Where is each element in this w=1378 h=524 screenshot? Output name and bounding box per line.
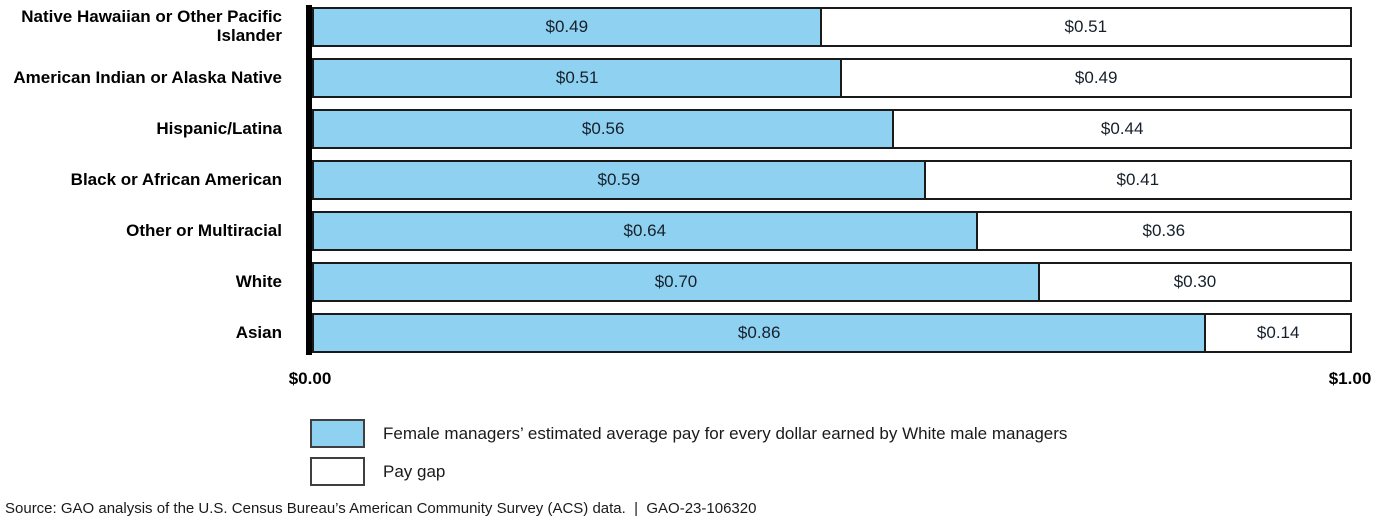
gap-bar-segment: $0.44	[894, 109, 1352, 149]
x-axis-max-label: $1.00	[1328, 369, 1372, 388]
category-label: Other or Multiracial	[126, 220, 282, 240]
x-axis-min-label: $0.00	[288, 369, 332, 388]
category-label: Black or African American	[70, 169, 282, 189]
pay-bar-segment: $0.86	[312, 313, 1207, 353]
legend-item-pay: Female managers’ estimated average pay f…	[310, 419, 1378, 448]
x-axis: $0.00 $1.00	[0, 369, 1378, 395]
gap-bar-segment: $0.49	[842, 58, 1352, 98]
chart-row: Native Hawaiian or Other Pacific Islande…	[0, 7, 1378, 47]
legend-label-pay: Female managers’ estimated average pay f…	[383, 423, 1068, 443]
source-note: Source: GAO analysis of the U.S. Census …	[5, 500, 757, 517]
pay-bar-segment: $0.59	[312, 160, 926, 200]
pay-bar-segment: $0.64	[312, 211, 978, 251]
y-axis-line	[306, 5, 312, 355]
bar-track: $0.70 $0.30	[312, 262, 1352, 302]
chart-row: White $0.70 $0.30	[0, 262, 1378, 302]
legend-label-gap: Pay gap	[383, 461, 446, 481]
chart-row: Other or Multiracial $0.64 $0.36	[0, 211, 1378, 251]
chart-row: Hispanic/Latina $0.56 $0.44	[0, 109, 1378, 149]
bar-track: $0.86 $0.14	[312, 313, 1352, 353]
pay-bar-segment: $0.51	[312, 58, 843, 98]
bar-track: $0.56 $0.44	[312, 109, 1352, 149]
category-label: Asian	[235, 322, 282, 342]
legend-swatch-gap	[310, 457, 365, 486]
legend-item-gap: Pay gap	[310, 457, 1378, 486]
bar-track: $0.51 $0.49	[312, 58, 1352, 98]
chart-row: Black or African American $0.59 $0.41	[0, 160, 1378, 200]
category-label: White	[235, 271, 282, 291]
pay-bar-segment: $0.49	[312, 7, 822, 47]
pay-bar-segment: $0.70	[312, 262, 1040, 302]
bar-chart: Native Hawaiian or Other Pacific Islande…	[0, 5, 1378, 395]
gap-bar-segment: $0.51	[821, 7, 1352, 47]
category-label: American Indian or Alaska Native	[13, 67, 282, 87]
chart-row: American Indian or Alaska Native $0.51 $0.…	[0, 58, 1378, 98]
chart-row: Asian $0.86 $0.14	[0, 313, 1378, 353]
gap-bar-segment: $0.41	[925, 160, 1352, 200]
gap-bar-segment: $0.30	[1040, 262, 1352, 302]
legend-swatch-pay	[310, 419, 365, 448]
pay-bar-segment: $0.56	[312, 109, 895, 149]
chart-rows: Native Hawaiian or Other Pacific Islande…	[0, 7, 1378, 353]
category-label: Hispanic/Latina	[156, 118, 282, 138]
gap-bar-segment: $0.14	[1206, 313, 1352, 353]
category-label: Native Hawaiian or Other Pacific Islande…	[21, 7, 282, 45]
bar-track: $0.64 $0.36	[312, 211, 1352, 251]
bar-track: $0.49 $0.51	[312, 7, 1352, 47]
gap-bar-segment: $0.36	[977, 211, 1352, 251]
legend: Female managers’ estimated average pay f…	[310, 419, 1378, 486]
bar-track: $0.59 $0.41	[312, 160, 1352, 200]
